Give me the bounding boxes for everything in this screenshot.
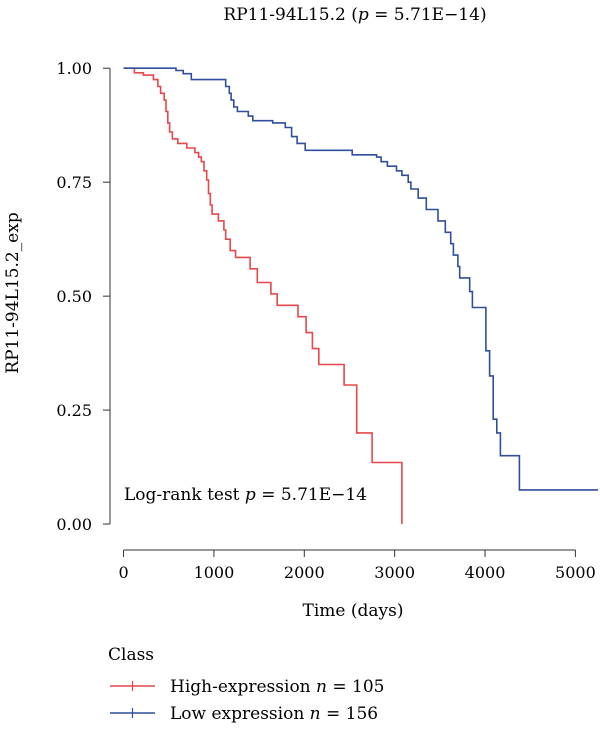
x-tick-label: 2000 [284, 563, 325, 582]
y-tick-label: 0.00 [56, 515, 92, 534]
annotation-prefix: Log-rank test [124, 485, 245, 505]
legend-high-n-value: = 105 [327, 677, 385, 697]
survival-curves [123, 67, 598, 524]
legend-low-text: Low expression [170, 704, 310, 724]
chart-title-rest: = 5.71E−14) [369, 5, 487, 25]
x-axis: 0 1000 2000 3000 4000 5000 [118, 549, 596, 582]
x-tick-label: 5000 [555, 563, 596, 582]
annotation-suffix: = 5.71E−14 [256, 485, 367, 505]
legend-low-n: n [310, 704, 321, 724]
legend-high-text: High-expression [170, 677, 316, 697]
x-tick-label: 0 [118, 563, 128, 582]
chart-title-p: p [358, 5, 369, 25]
x-tick-label: 3000 [374, 563, 415, 582]
annotation-p: p [245, 485, 256, 505]
high-expression-curve [123, 67, 403, 524]
legend-low-n-value: = 156 [321, 704, 379, 724]
x-axis-title: Time (days) [303, 601, 404, 621]
legend-item-high: High-expression n = 105 [110, 677, 384, 697]
chart-title-main: RP11-94L15.2 ( [223, 5, 357, 25]
x-tick-label: 4000 [465, 563, 506, 582]
y-tick-label: 0.25 [56, 401, 92, 420]
legend-label-high: High-expression n = 105 [170, 677, 384, 697]
legend-title: Class [108, 645, 154, 665]
y-tick-label: 0.75 [56, 173, 92, 192]
y-tick-label: 1.00 [56, 59, 92, 78]
y-axis: 0.00 0.25 0.50 0.75 1.00 [56, 59, 111, 534]
log-rank-annotation: Log-rank test p = 5.71E−14 [124, 485, 367, 505]
y-axis-title: RP11-94L15.2_exp [3, 212, 23, 374]
legend-label-low: Low expression n = 156 [170, 704, 378, 724]
x-tick-label: 1000 [194, 563, 235, 582]
legend-high-n: n [316, 677, 327, 697]
low-expression-curve [123, 67, 598, 491]
y-tick-label: 0.50 [56, 287, 92, 306]
chart-title: RP11-94L15.2 (p = 5.71E−14) [223, 5, 486, 25]
legend: Class High-expression n = 105 Low expres… [108, 645, 384, 724]
legend-item-low: Low expression n = 156 [110, 704, 378, 724]
